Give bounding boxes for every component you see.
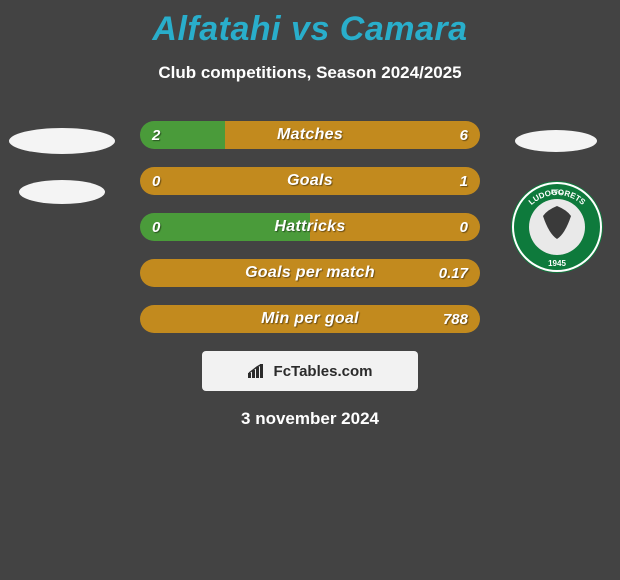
stat-row: Min per goal788 bbox=[0, 305, 620, 333]
watermark-text: FcTables.com bbox=[274, 363, 373, 380]
stat-value-right: 0.17 bbox=[439, 259, 468, 287]
stat-label: Hattricks bbox=[140, 213, 480, 241]
stat-label: Goals bbox=[140, 167, 480, 195]
stat-bar: Goals bbox=[140, 167, 480, 195]
stat-value-right: 1 bbox=[460, 167, 468, 195]
stat-label: Min per goal bbox=[140, 305, 480, 333]
date-text: 3 november 2024 bbox=[0, 409, 620, 429]
stat-value-left: 0 bbox=[152, 213, 160, 241]
stat-row: Hattricks0 0 bbox=[0, 213, 620, 241]
page-title: Alfatahi vs Camara bbox=[0, 0, 620, 49]
stat-bar: Goals per match bbox=[140, 259, 480, 287]
watermark: FcTables.com bbox=[202, 351, 418, 391]
stat-row: Goals0 1 bbox=[0, 167, 620, 195]
stat-value-right: 0 bbox=[460, 213, 468, 241]
stat-bar: Min per goal bbox=[140, 305, 480, 333]
stat-bar: Matches bbox=[140, 121, 480, 149]
stat-label: Goals per match bbox=[140, 259, 480, 287]
stat-bar: Hattricks bbox=[140, 213, 480, 241]
stat-row: Matches2 6 bbox=[0, 121, 620, 149]
subtitle: Club competitions, Season 2024/2025 bbox=[0, 63, 620, 83]
stat-label: Matches bbox=[140, 121, 480, 149]
stat-value-left: 0 bbox=[152, 167, 160, 195]
stat-value-right: 788 bbox=[443, 305, 468, 333]
stat-row: Goals per match0.17 bbox=[0, 259, 620, 287]
stat-value-left: 2 bbox=[152, 121, 160, 149]
bars-icon bbox=[248, 364, 268, 378]
stat-value-right: 6 bbox=[460, 121, 468, 149]
comparison-infographic: Alfatahi vs Camara Club competitions, Se… bbox=[0, 0, 620, 580]
